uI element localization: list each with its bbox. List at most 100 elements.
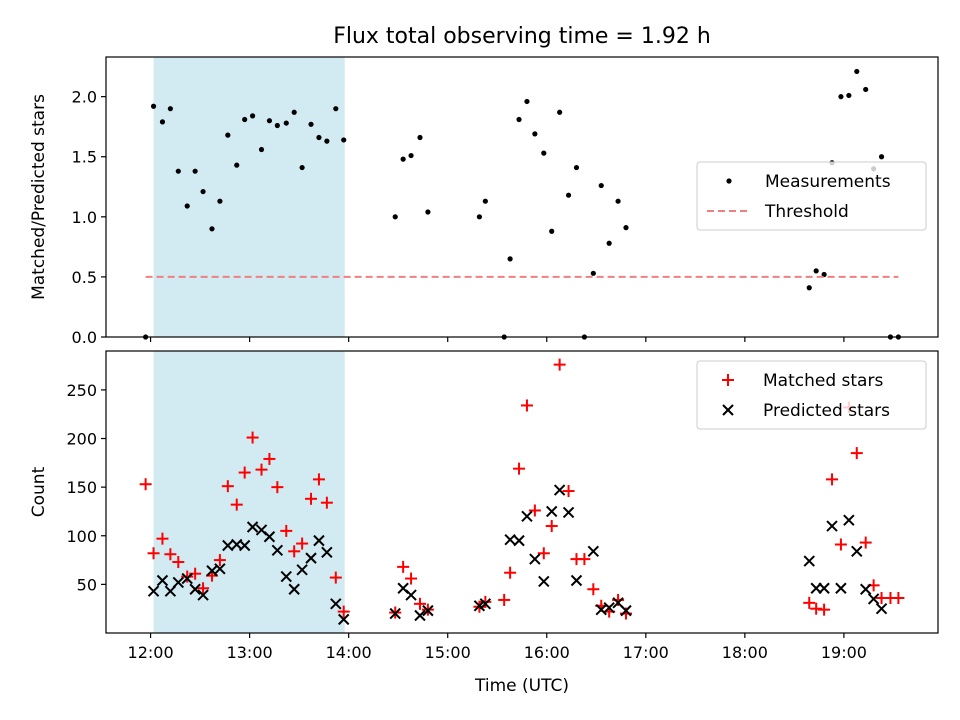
matched-star-point [562, 485, 575, 498]
matched-star-point [263, 452, 276, 465]
matched-star-point [320, 496, 333, 509]
matched-star-point [288, 545, 301, 558]
predicted-star-point [803, 555, 815, 567]
measurement-point [308, 121, 314, 127]
matched-star-point [413, 597, 426, 610]
predicted-star-point [587, 545, 600, 558]
x-tick-label: 13:00 [227, 643, 273, 662]
matched-star-point [479, 595, 492, 608]
measurement-point [150, 103, 157, 109]
matched-star-point [528, 504, 541, 517]
predicted-star-point [859, 583, 872, 595]
measurement-point [615, 198, 621, 204]
measurement-point [167, 106, 173, 112]
matched-star-point [238, 466, 251, 479]
count-plot-area [139, 358, 905, 626]
matched-star-point [405, 572, 418, 585]
measurement-point [482, 198, 488, 204]
matched-star-point [892, 591, 905, 604]
matched-star-point [337, 605, 350, 618]
predicted-star-point [414, 609, 426, 622]
observing-window-shade [153, 351, 345, 633]
measurements-legend-marker [726, 178, 732, 184]
measurement-point [400, 156, 406, 162]
predicted-star-point [521, 510, 533, 523]
count-legend-box [696, 360, 927, 430]
predicted-star-point [835, 582, 847, 594]
predicted-star-point [271, 544, 284, 557]
matched-legend-label: Matched stars [763, 371, 883, 391]
measurement-point [598, 182, 604, 189]
predicted-star-point [214, 563, 226, 575]
matched-star-point [164, 548, 177, 561]
measurement-point [299, 164, 305, 171]
measurement-point [159, 119, 166, 125]
measurement-point [192, 168, 198, 174]
ratio-y-ticks: 0.0 0.5 1.0 1.5 2.0 [72, 88, 106, 347]
ratio-y-axis-label: Matched/Predicted stars [29, 94, 49, 300]
matched-star-point [147, 547, 160, 560]
measurement-point [274, 122, 280, 129]
matched-star-point [553, 358, 566, 371]
measurement-point [878, 154, 885, 160]
measurement-point [838, 94, 844, 100]
measurement-point [184, 203, 190, 209]
measurement-point [565, 192, 572, 198]
predicted-star-point [197, 589, 209, 601]
predicted-star-point [479, 598, 492, 610]
y-tick-label: 200 [66, 430, 97, 449]
measurement-point [392, 214, 398, 220]
predicted-star-point [330, 598, 342, 610]
x-tick-label: 19:00 [821, 643, 867, 662]
measurement-point [417, 134, 423, 141]
y-tick-label: 0.5 [72, 268, 97, 287]
matched-star-point [578, 553, 591, 566]
matched-star-point [826, 473, 839, 486]
measurement-point [606, 240, 612, 246]
matched-star-point [513, 462, 526, 475]
predicted-legend-label: Predicted stars [763, 401, 890, 421]
x-tick-label: 15:00 [425, 643, 471, 662]
measurement-point [623, 225, 629, 231]
predicted-star-point [546, 505, 558, 518]
predicted-star-point [313, 534, 325, 547]
predicted-star-point [529, 553, 541, 565]
x-tick-label: 12:00 [128, 643, 174, 662]
measurement-point [249, 113, 256, 119]
measurement-point [266, 118, 273, 124]
measurement-point [549, 228, 555, 234]
ratio-legend: Measurements Threshold [696, 161, 927, 231]
x-tick-label: 16:00 [524, 643, 570, 662]
matched-star-point [156, 532, 169, 545]
predicted-star-point [405, 589, 417, 601]
y-tick-label: 50 [77, 575, 97, 594]
ratio-legend-box [696, 161, 927, 231]
measurement-point [291, 109, 297, 115]
observing-window-shade [153, 57, 345, 337]
measurement-point [234, 162, 240, 168]
y-tick-label: 250 [66, 381, 97, 400]
measurement-point [516, 116, 522, 123]
matched-star-point [197, 582, 210, 595]
y-tick-label: 0.0 [72, 328, 97, 347]
matched-star-point [280, 524, 293, 537]
matched-star-point [213, 554, 226, 567]
matched-star-point [312, 473, 325, 486]
measurement-point [242, 116, 248, 123]
measurement-point [863, 86, 869, 93]
measurement-point [217, 198, 223, 204]
measurement-point [813, 268, 819, 274]
threshold-legend-label: Threshold [764, 202, 849, 222]
matched-star-point [255, 463, 268, 476]
measurement-point [225, 132, 231, 138]
measurement-point [333, 106, 339, 112]
y-tick-label: 100 [66, 527, 97, 546]
ratio-panel: 0.00.51.01.52.0 Matched/Predicted stars … [29, 56, 939, 347]
matched-star-point [305, 492, 318, 505]
matched-star-point [545, 520, 558, 533]
measurement-point [524, 98, 530, 105]
x-tick-label: 17:00 [623, 643, 669, 662]
measurement-point [316, 134, 322, 141]
predicted-star-point [843, 514, 855, 526]
